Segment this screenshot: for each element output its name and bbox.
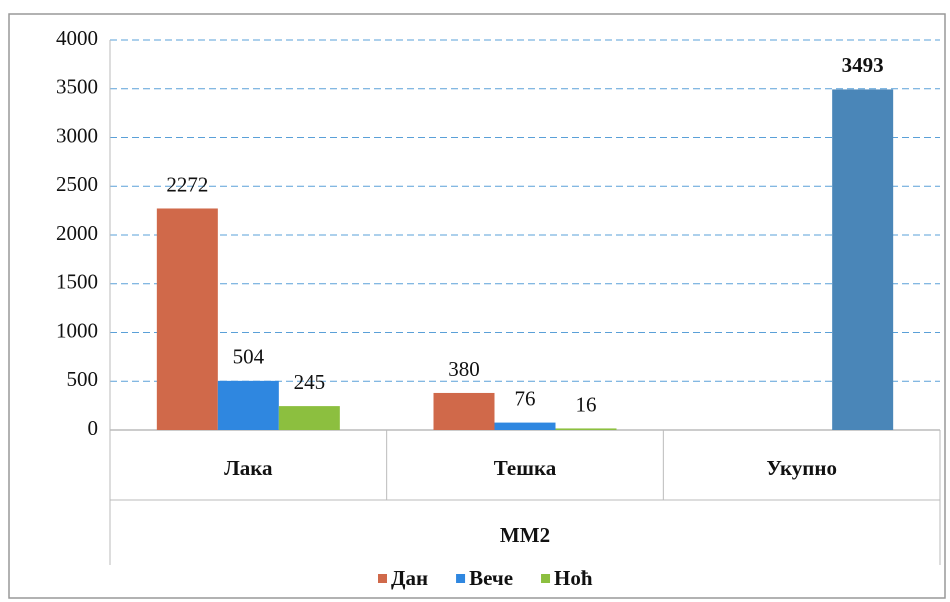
y-tick-label: 3500 bbox=[56, 75, 98, 99]
legend-swatch bbox=[541, 574, 551, 583]
y-tick-label: 1000 bbox=[56, 318, 98, 342]
data-label: 3493 bbox=[842, 53, 884, 77]
bar bbox=[156, 208, 218, 430]
data-label: 245 bbox=[294, 370, 326, 394]
data-label: 380 bbox=[448, 357, 480, 381]
y-tick-label: 2000 bbox=[56, 221, 98, 245]
data-label: 504 bbox=[233, 345, 265, 369]
bar bbox=[217, 380, 279, 430]
x-tick-label: Лака bbox=[224, 456, 273, 480]
legend-swatch bbox=[456, 574, 466, 583]
legend-label: Вече bbox=[469, 566, 513, 590]
legend-label: Дан bbox=[391, 566, 428, 590]
data-label: 16 bbox=[576, 392, 597, 416]
x-tick-label: Тешка bbox=[494, 456, 557, 480]
data-label: 76 bbox=[515, 386, 536, 410]
bar bbox=[278, 406, 340, 430]
y-tick-label: 3000 bbox=[56, 123, 98, 147]
bar bbox=[494, 422, 556, 430]
legend-swatch bbox=[378, 574, 387, 583]
x-tick-label: Укупно bbox=[766, 456, 837, 480]
chart-border bbox=[8, 13, 946, 599]
bar bbox=[555, 428, 617, 430]
legend-label: Ноћ bbox=[554, 566, 593, 590]
bar bbox=[832, 89, 894, 431]
bar bbox=[433, 392, 495, 430]
y-tick-label: 0 bbox=[88, 416, 99, 440]
x-axis-label: ММ2 bbox=[500, 523, 550, 547]
y-tick-label: 4000 bbox=[56, 26, 98, 50]
y-tick-label: 500 bbox=[67, 367, 99, 391]
y-tick-label: 2500 bbox=[56, 172, 98, 196]
data-label: 2272 bbox=[166, 172, 208, 196]
y-tick-label: 1500 bbox=[56, 270, 98, 294]
